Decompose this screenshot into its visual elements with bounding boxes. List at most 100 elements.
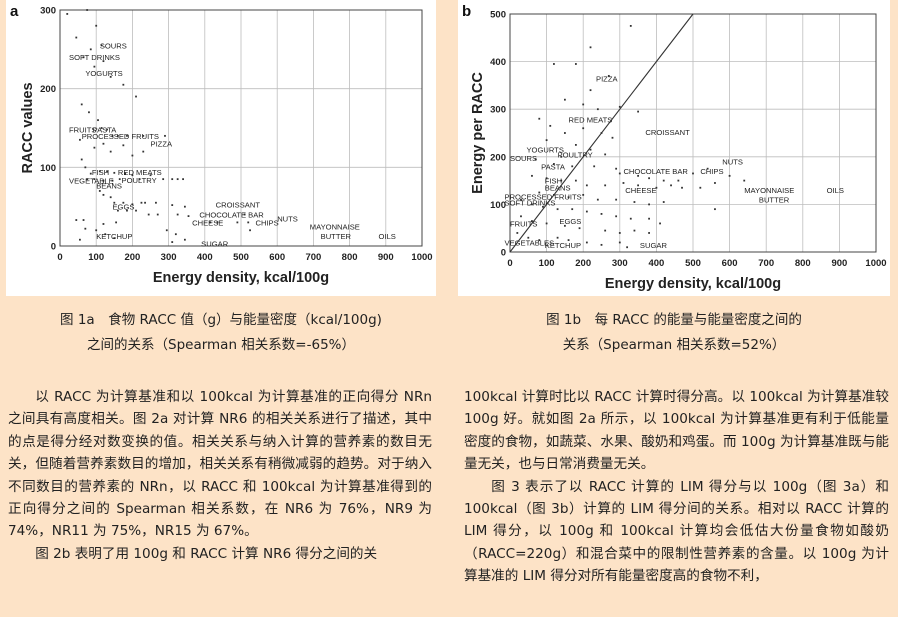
- point-label: YOGURTS: [526, 146, 563, 155]
- data-point: [176, 213, 179, 216]
- x-tick-label: 300: [612, 258, 628, 269]
- data-point: [626, 246, 629, 249]
- data-point: [589, 148, 592, 151]
- data-point: [111, 179, 114, 182]
- data-point: [571, 208, 574, 211]
- data-point: [79, 238, 81, 241]
- data-point: [122, 201, 125, 204]
- x-tick-label: 700: [305, 252, 321, 263]
- body-paragraph: 100kcal 计算时比以 RACC 计算时得分高。以 100kcal 为计算基…: [464, 389, 889, 473]
- data-point: [596, 108, 599, 111]
- x-tick-label: 900: [831, 258, 847, 269]
- data-point: [187, 215, 190, 218]
- point-label: FISH: [545, 177, 562, 186]
- point-label: CHEESE: [625, 186, 656, 195]
- y-tick-label: 100: [490, 200, 506, 211]
- y-tick-label: 0: [51, 242, 56, 253]
- data-point: [135, 95, 137, 98]
- data-point: [662, 179, 665, 182]
- point-label: OILS: [827, 186, 844, 195]
- data-point: [604, 153, 607, 156]
- data-point: [216, 221, 219, 224]
- data-point: [138, 178, 141, 181]
- data-point: [531, 220, 533, 222]
- point-label: BEANS: [96, 181, 122, 190]
- body-paragraph: 图 3 表示了以 RACC 计算的 LIM 得分与以 100g（图 3a）和 1…: [464, 478, 889, 585]
- data-point: [648, 232, 650, 234]
- data-point: [564, 224, 566, 227]
- data-point: [89, 172, 92, 175]
- data-point: [84, 227, 87, 230]
- data-point: [545, 177, 548, 180]
- point-label: PROCESSED FRUITS: [82, 132, 159, 141]
- x-tick-label: 500: [685, 258, 701, 269]
- y-tick-label: 200: [490, 152, 506, 163]
- data-point: [582, 127, 585, 130]
- x-axis-title: Energy density, kcal/100g: [153, 270, 329, 286]
- point-label: MAYONNAISE: [310, 222, 360, 231]
- data-point: [236, 221, 239, 224]
- data-point: [538, 191, 541, 194]
- data-point: [102, 142, 105, 145]
- x-tick-label: 100: [88, 252, 104, 263]
- data-point: [162, 178, 165, 181]
- data-point: [82, 219, 85, 221]
- data-point: [615, 167, 618, 170]
- data-point: [98, 190, 101, 192]
- data-point: [247, 221, 250, 224]
- data-point: [156, 213, 159, 216]
- point-label: VEGETABLE: [69, 177, 114, 186]
- y-axis-title: Energy per RACC: [470, 72, 486, 194]
- body-paragraph: 图 2b 表明了用 100g 和 RACC 计算 NR6 得分之间的关: [35, 545, 378, 562]
- data-point: [155, 201, 157, 204]
- data-point: [728, 174, 731, 177]
- data-point: [113, 201, 116, 204]
- point-label: POULTRY: [558, 150, 593, 159]
- data-point: [124, 172, 127, 175]
- x-tick-label: 1000: [865, 258, 886, 269]
- data-point: [564, 132, 566, 134]
- data-point: [86, 178, 89, 181]
- data-point: [174, 233, 177, 236]
- data-point: [516, 232, 519, 234]
- point-label: EGGS: [112, 203, 134, 212]
- point-label: CHIPS: [255, 218, 278, 227]
- data-point: [182, 178, 184, 181]
- data-point: [633, 229, 636, 232]
- x-tick-label: 800: [795, 258, 811, 269]
- data-point: [596, 198, 599, 201]
- x-tick-label: 100: [539, 258, 555, 269]
- data-point: [571, 165, 574, 168]
- data-point: [111, 134, 114, 137]
- data-point: [549, 124, 552, 127]
- y-tick-label: 100: [40, 163, 56, 174]
- x-tick-label: 700: [758, 258, 774, 269]
- data-point: [113, 237, 116, 240]
- x-tick-label: 0: [57, 252, 62, 263]
- data-point: [574, 144, 577, 146]
- data-point: [604, 229, 607, 232]
- caption-1a: 图 1a 食物 RACC 值（g）与能量密度（kcal/100g) 之间的关系（…: [6, 308, 436, 358]
- data-point: [542, 205, 544, 208]
- data-point: [93, 178, 96, 181]
- data-point: [633, 201, 636, 203]
- data-point: [600, 132, 603, 134]
- data-point: [183, 238, 186, 241]
- data-point: [102, 179, 105, 182]
- data-point: [553, 193, 555, 196]
- point-label: PASTA: [93, 126, 118, 135]
- data-point: [681, 186, 683, 189]
- y-tick-label: 0: [501, 248, 506, 259]
- data-point: [75, 36, 78, 39]
- point-label: BUTTER: [321, 232, 352, 241]
- data-point: [692, 172, 694, 175]
- data-point: [249, 229, 251, 232]
- data-point: [95, 24, 98, 27]
- data-point: [556, 236, 559, 239]
- data-point: [102, 223, 105, 225]
- data-point: [699, 186, 702, 189]
- data-point: [520, 215, 522, 218]
- data-point: [102, 193, 105, 196]
- x-tick-label: 900: [378, 252, 394, 263]
- point-label: PROCESSED FRUITS: [505, 192, 582, 201]
